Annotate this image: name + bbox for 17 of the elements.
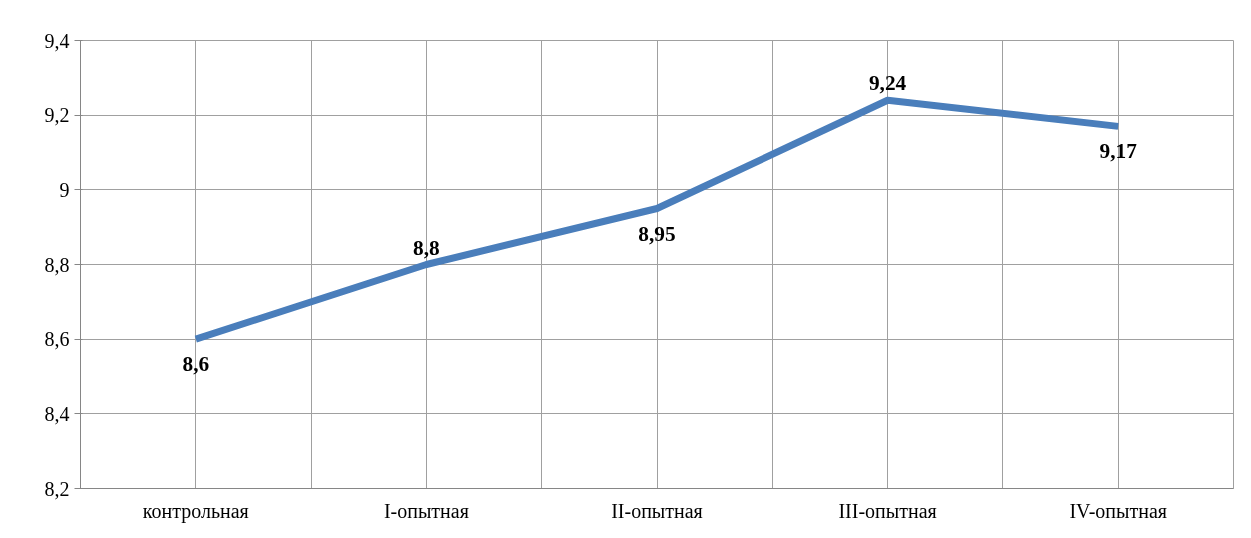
text: 9,17 [1099, 139, 1137, 164]
y-tick-label: 9,4 [44, 29, 70, 52]
y-tick-label: 8,4 [44, 402, 70, 425]
y-tick-label: 9 [59, 178, 70, 201]
x-tick-label: IV-опытная [1069, 499, 1167, 522]
x-tick-label: I-опытная [383, 499, 469, 522]
y-tick-label: 8,8 [44, 253, 70, 276]
text: 8,95 [638, 221, 676, 246]
y-tick-label: 8,2 [44, 477, 70, 500]
y-tick-label: 8,6 [44, 328, 70, 351]
x-tick-label: III-опытная [838, 499, 937, 522]
x-tick-label: контрольная [142, 499, 249, 523]
y-tick-label: 9,2 [44, 104, 70, 127]
x-tick-label: II-опытная [611, 499, 703, 522]
text: 8,6 [182, 352, 210, 377]
text: 8,8 [413, 235, 440, 260]
text: 9,24 [868, 71, 907, 96]
